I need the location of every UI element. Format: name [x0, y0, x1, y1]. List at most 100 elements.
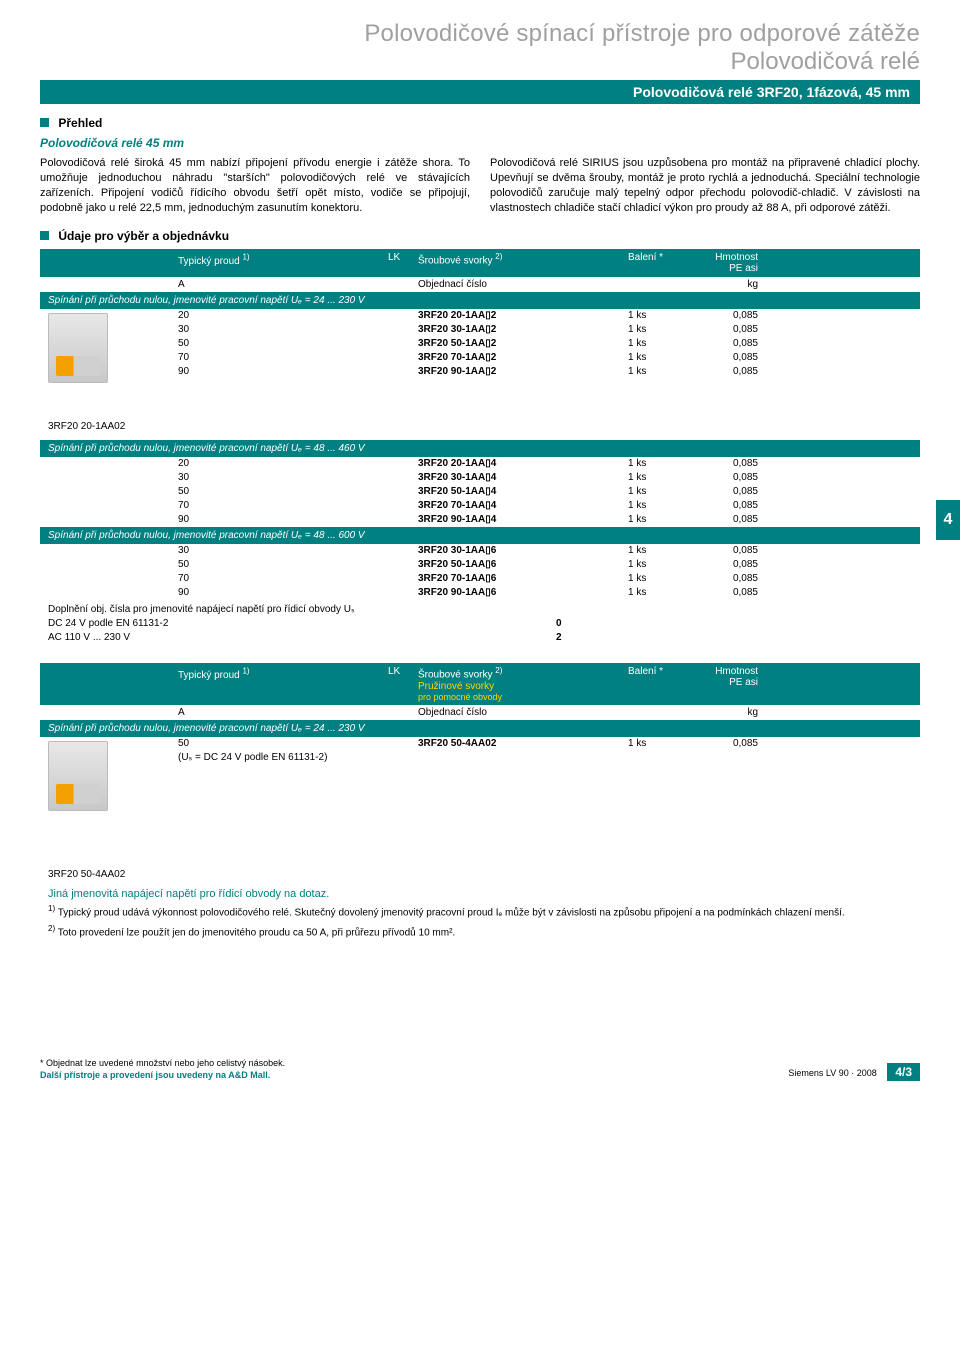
table-row: 90 3RF20 90-1AA▯2 1 ks 0,085 — [40, 365, 920, 379]
cell-wt: 0,085 — [698, 337, 758, 351]
overview-para-right: Polovodičová relé SIRIUS jsou uzpůsobena… — [490, 156, 920, 215]
cell-pack: 1 ks — [628, 485, 698, 499]
th-wt2: PE asi — [698, 263, 758, 274]
side-tab: 4 — [936, 500, 960, 540]
note-link: Jiná jmenovitá napájecí napětí pro řídic… — [48, 888, 920, 900]
cell-wt: 0,085 — [698, 586, 758, 600]
cell-wt: 0,085 — [698, 309, 758, 323]
cell-pack: 1 ks — [628, 513, 698, 527]
cell-ord: 3RF20 20-1AA▯2 — [418, 309, 628, 323]
product-ref-2: 3RF20 50-4AA02 — [48, 869, 920, 880]
th2-unit: A — [48, 707, 388, 718]
title-line-1: Polovodičové spínací přístroje pro odpor… — [40, 20, 920, 48]
cell-typ: 90 — [48, 513, 388, 527]
th-wt-unit: kg — [698, 279, 758, 290]
suppl-label: DC 24 V podle EN 61131-2 — [48, 617, 388, 631]
product-ref-1: 3RF20 20-1AA02 — [48, 421, 920, 432]
th2-typ: Typický proud — [178, 670, 240, 681]
th-ord: Šroubové svorky — [418, 256, 492, 267]
table-row: 70 3RF20 70-1AA▯41 ks0,085 — [40, 499, 920, 513]
overview-para-left: Polovodičová relé široká 45 mm nabízí př… — [40, 156, 470, 215]
cell-ord: 3RF20 30-1AA▯6 — [418, 544, 628, 558]
th-unit: A — [48, 279, 388, 290]
cell-wt: 0,085 — [698, 471, 758, 485]
page-header: Polovodičové spínací přístroje pro odpor… — [40, 20, 920, 76]
th2-ord-sup: 2) — [495, 666, 502, 675]
square-marker-icon — [40, 118, 49, 127]
title-line-2: Polovodičová relé — [40, 48, 920, 76]
cell-typ: 50 — [48, 485, 388, 499]
table-row: 303RF20 30-1AA▯61 ks0,085 — [40, 544, 920, 558]
subhead-45mm: Polovodičová relé 45 mm — [40, 136, 920, 150]
cell-typ: 70 — [48, 499, 388, 513]
page-number: 4/3 — [887, 1063, 920, 1081]
th2-pack: Balení * — [628, 666, 698, 701]
th-wt1: Hmotnost — [698, 252, 758, 263]
section-overview: Přehled — [40, 116, 920, 130]
footnote-2: 2) Toto provedení lze použít jen do jmen… — [40, 924, 920, 940]
cell-note: (Uₛ = DC 24 V podle EN 61131-2) — [178, 751, 388, 765]
th2-lk: LK — [388, 666, 418, 701]
cell-pack: 1 ks — [628, 457, 698, 471]
cell-pack: 1 ks — [628, 309, 698, 323]
cell-ord: 3RF20 90-1AA▯6 — [418, 586, 628, 600]
fn1-pre: 1) — [48, 904, 55, 913]
suppl-val: 2 — [388, 631, 628, 645]
cell-ord: 3RF20 90-1AA▯4 — [418, 513, 628, 527]
cell-wt: 0,085 — [698, 513, 758, 527]
cell-pack: 1 ks — [628, 337, 698, 351]
th2-wt2: PE asi — [698, 677, 758, 688]
cell-wt: 0,085 — [698, 485, 758, 499]
table1-group3-title: Spínání při průchodu nulou, jmenovité pr… — [40, 527, 920, 544]
cell-pack: 1 ks — [628, 499, 698, 513]
table-row: 50 3RF20 50-1AA▯41 ks0,085 — [40, 485, 920, 499]
table-row: 20 3RF20 20-1AA▯2 1 ks 0,085 — [40, 309, 920, 323]
th2-wt-unit: kg — [698, 707, 758, 718]
suppl-val: 0 — [388, 617, 628, 631]
cell-wt: 0,085 — [698, 323, 758, 337]
cell-ord: 3RF20 70-1AA▯4 — [418, 499, 628, 513]
th2-wt1: Hmotnost — [698, 666, 758, 677]
section-ordering: Údaje pro výběr a objednávku — [40, 229, 920, 243]
cell-ord: 3RF20 50-4AA02 — [418, 737, 628, 765]
footer-catalog: Siemens LV 90 · 2008 — [788, 1068, 876, 1078]
cell-typ: 50 — [178, 737, 388, 751]
cell-ord: 3RF20 50-1AA▯4 — [418, 485, 628, 499]
cell-ord: 3RF20 50-1AA▯6 — [418, 558, 628, 572]
cell-pack: 1 ks — [628, 351, 698, 365]
table-row: 90 3RF20 90-1AA▯41 ks0,085 — [40, 513, 920, 527]
footer-note-1: * Objednat lze uvedené množství nebo jeh… — [40, 1058, 285, 1070]
cell-pack: 1 ks — [628, 471, 698, 485]
fn2-text: Toto provedení lze použít jen do jmenovi… — [58, 927, 455, 938]
cell-wt: 0,085 — [698, 544, 758, 558]
cell-typ: 30 — [48, 544, 388, 558]
page-footer: * Objednat lze uvedené množství nebo jeh… — [40, 1058, 920, 1081]
cell-pack: 1 ks — [628, 586, 698, 600]
suppl-row: DC 24 V podle EN 61131-2 0 — [40, 617, 920, 631]
cell-pack: 1 ks — [628, 558, 698, 572]
cell-wt: 0,085 — [698, 737, 758, 765]
th2-ord-aux1: Pružinové svorky — [418, 681, 628, 692]
th2-typ-sup: 1) — [242, 666, 249, 675]
cell-wt: 0,085 — [698, 558, 758, 572]
table2-header: Typický proud 1) LK Šroubové svorky 2) P… — [40, 663, 920, 704]
fn2-pre: 2) — [48, 924, 55, 933]
cell-ord: 3RF20 50-1AA▯2 — [418, 337, 628, 351]
product-image-1 — [48, 313, 108, 383]
cell-wt: 0,085 — [698, 572, 758, 586]
table-row: 70 3RF20 70-1AA▯2 1 ks 0,085 — [40, 351, 920, 365]
th-ord-sup: 2) — [495, 252, 502, 261]
product-image-2 — [48, 741, 108, 811]
table-row: 903RF20 90-1AA▯61 ks0,085 — [40, 586, 920, 600]
cell-wt: 0,085 — [698, 499, 758, 513]
table2-group-title: Spínání při průchodu nulou, jmenovité pr… — [40, 720, 920, 737]
th-pack: Balení * — [628, 252, 698, 274]
cell-typ: 70 — [48, 572, 388, 586]
cell-ord: 3RF20 70-1AA▯6 — [418, 572, 628, 586]
fn1-text: Typický proud udává výkonnost polovodičo… — [58, 907, 845, 918]
footnote-1: 1) Typický proud udává výkonnost polovod… — [40, 904, 920, 920]
table-row: 50 3RF20 50-1AA▯2 1 ks 0,085 — [40, 337, 920, 351]
cell-ord: 3RF20 70-1AA▯2 — [418, 351, 628, 365]
cell-typ: 20 — [48, 457, 388, 471]
table2-subheader: A Objednací číslo kg — [40, 705, 920, 720]
